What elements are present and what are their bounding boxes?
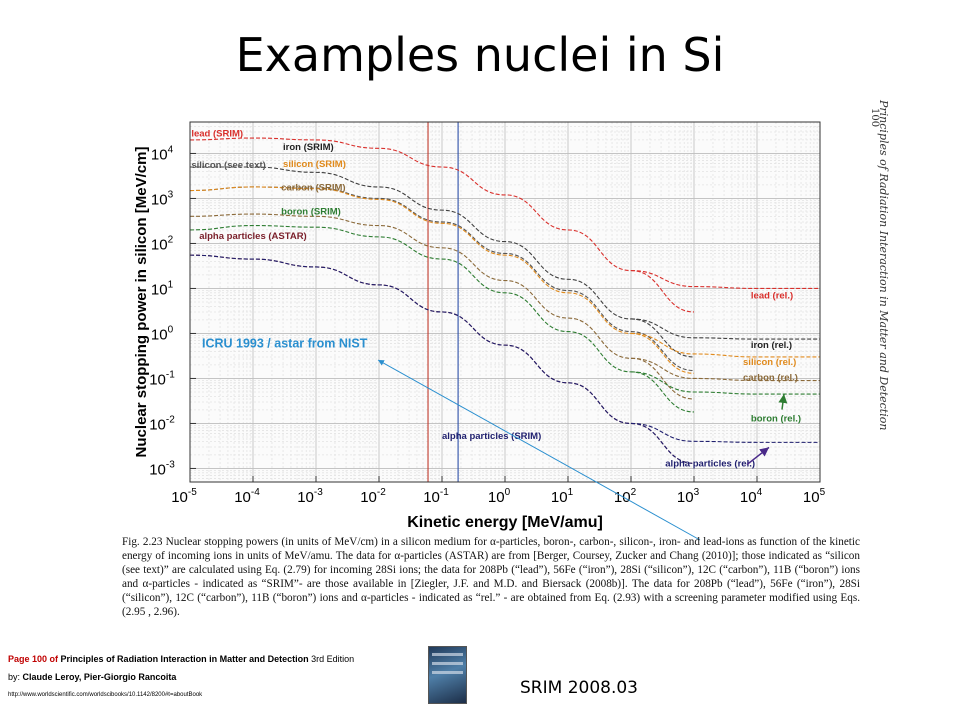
label-lead-srim-: lead (SRIM) xyxy=(191,128,243,139)
chart-grid xyxy=(189,121,820,483)
y-tick-label: 10-2 xyxy=(149,414,175,433)
label-alpha-particles-rel-: alpha particles (rel.) xyxy=(665,459,755,470)
x-tick-label: 101 xyxy=(551,487,574,506)
running-head: Principles of Radiation Interaction in M… xyxy=(877,100,890,431)
label-lead-rel-: lead (rel.) xyxy=(751,290,793,301)
by-label: by: xyxy=(8,672,21,682)
book-url[interactable]: http://www.worldscientific.com/worldscib… xyxy=(8,692,203,698)
x-tick-label: 10-5 xyxy=(171,487,197,506)
x-tick-label: 10-3 xyxy=(297,487,323,506)
label-iron-srim-: iron (SRIM) xyxy=(283,142,334,153)
reference-lines xyxy=(427,122,459,482)
page-label: Page 100 of xyxy=(8,654,59,664)
series-silicon-rel- xyxy=(630,332,820,358)
label-boron-srim-: boron (SRIM) xyxy=(281,206,341,217)
y-tick-label: 104 xyxy=(151,144,174,163)
chart-series xyxy=(189,137,820,464)
x-tick-label: 105 xyxy=(803,487,826,506)
nist-annotation: ICRU 1993 / astar from NIST xyxy=(202,336,701,541)
series-carbon-rel- xyxy=(630,357,820,382)
slide-title: Examples nuclei in Si xyxy=(235,28,725,82)
y-tick-label: 10-3 xyxy=(149,459,175,478)
y-tick-label: 100 xyxy=(151,324,174,343)
x-tick-label: 100 xyxy=(488,487,511,506)
series-iron-rel- xyxy=(630,318,820,340)
x-tick-label: 103 xyxy=(677,487,700,506)
nist-annotation-arrow xyxy=(377,359,701,541)
book-cover-image xyxy=(428,646,467,704)
x-tick-label: 104 xyxy=(740,487,763,506)
series-lead-srim- xyxy=(189,137,695,313)
series-iron-srim- xyxy=(190,166,695,358)
tick-labels: 10-5 10-4 10-3 10-2 10-1 100 101 102 103 104 105 10… xyxy=(133,144,826,531)
alpha-rel-arrow xyxy=(746,446,770,466)
series-alpha-particles-rel- xyxy=(630,422,820,443)
boron-rel-arrow xyxy=(778,393,788,410)
series-boron-srim- xyxy=(189,224,695,413)
x-tick-label: 10-4 xyxy=(234,487,260,506)
label-alpha-particles-srim-: alpha particles (SRIM) xyxy=(442,431,541,442)
figure-caption: Fig. 2.23 Nuclear stopping powers (in un… xyxy=(122,536,860,619)
edition: 3rd Edition xyxy=(311,654,355,664)
series-lead-rel- xyxy=(630,269,820,290)
label-carbon-srim-: carbon (SRIM) xyxy=(281,183,345,194)
label-iron-rel-: iron (rel.) xyxy=(751,340,792,351)
label-silicon-srim-: silicon (SRIM) xyxy=(283,159,346,170)
x-axis-label: Kinetic energy [MeV/amu] xyxy=(407,514,603,531)
label-silicon-see-text-: silicon (see text) xyxy=(191,160,265,171)
label-silicon-rel-: silicon (rel.) xyxy=(743,357,796,368)
label-alpha-particles-astar-: alpha particles (ASTAR) xyxy=(199,231,307,242)
y-tick-label: 102 xyxy=(151,234,174,253)
authors: Claude Leroy, Pier-Giorgio Rancoita xyxy=(22,672,177,682)
y-tick-label: 10-1 xyxy=(149,369,175,388)
nist-annotation-text: ICRU 1993 / astar from NIST xyxy=(202,336,368,350)
label-boron-rel-: boron (rel.) xyxy=(751,414,801,425)
chart-axes xyxy=(189,121,821,483)
book-reference: Page 100 of Principles of Radiation Inte… xyxy=(8,650,428,704)
srim-version: SRIM 2008.03 xyxy=(520,678,638,698)
y-axis-label: Nuclear stopping power in silicon [MeV/c… xyxy=(133,147,150,458)
series-alpha-particles-srim- xyxy=(189,254,695,464)
x-tick-label: 10-1 xyxy=(423,487,449,506)
x-tick-label: 10-2 xyxy=(360,487,386,506)
series-silicon-srim- xyxy=(189,186,695,374)
y-tick-label: 101 xyxy=(151,279,174,298)
y-tick-label: 103 xyxy=(151,189,174,208)
series-carbon-srim- xyxy=(189,213,695,400)
series-labels: lead (SRIM) iron (SRIM) silicon (see text)… xyxy=(191,128,801,469)
book-title: Principles of Radiation Interaction in M… xyxy=(60,654,309,664)
label-carbon-rel-: carbon (rel.) xyxy=(743,373,798,384)
